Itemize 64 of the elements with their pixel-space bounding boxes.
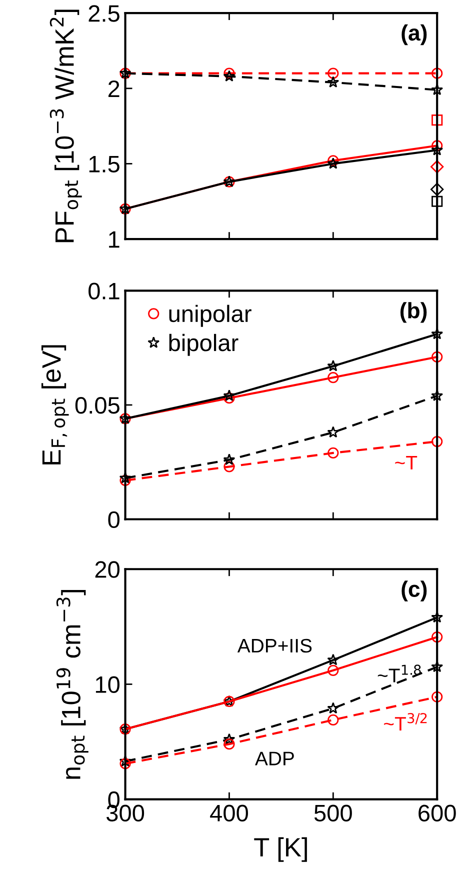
point [432, 436, 443, 448]
point [327, 157, 340, 169]
point [120, 758, 131, 770]
x-tick-label: 600 [418, 804, 456, 822]
annotation: ADP [254, 752, 294, 766]
point [431, 144, 444, 156]
point [120, 474, 131, 486]
point [432, 140, 443, 152]
point [432, 68, 443, 79]
point [223, 454, 236, 466]
y-tick-label: 1 [109, 231, 120, 248]
chart-title: (a) [402, 24, 427, 46]
point [431, 328, 444, 340]
point [431, 611, 444, 623]
point [430, 160, 444, 174]
point [328, 664, 339, 676]
chart-title: (c) [402, 580, 427, 602]
x-axis-title: T [K] [254, 837, 307, 862]
point [224, 68, 235, 79]
point [223, 733, 236, 745]
point [224, 738, 235, 750]
point [327, 702, 340, 714]
point [328, 714, 339, 726]
point [223, 70, 236, 82]
legend-label: unipolar [169, 304, 252, 327]
y-axis-title: n$_{opt}$ [10$^{19}$ cm$^{−3}$] [56, 590, 88, 779]
point [119, 755, 132, 767]
point [224, 392, 235, 404]
y-tick-label: 0.1 [88, 282, 120, 300]
point [432, 631, 443, 643]
point [431, 660, 444, 672]
y-tick-label: 0.05 [75, 397, 120, 414]
legend-label: bipolar [169, 334, 238, 356]
point [223, 390, 236, 402]
point [431, 84, 444, 96]
point [224, 461, 235, 472]
point [432, 114, 443, 126]
point [328, 155, 339, 166]
point [328, 68, 339, 79]
annotation: ~T [395, 456, 418, 470]
x-tick-label: 400 [210, 804, 248, 822]
point [327, 360, 340, 372]
point [432, 196, 443, 207]
point [432, 351, 443, 363]
point [327, 426, 340, 438]
point [327, 654, 340, 666]
y-tick-label: 2 [108, 80, 120, 97]
point [327, 76, 340, 88]
annotation: ~T$^{3/2}$ [384, 712, 427, 731]
y-tick-label: 20 [95, 561, 120, 578]
point [432, 691, 443, 702]
y-tick-label: 2.5 [88, 5, 120, 22]
point [328, 372, 339, 384]
annotation: ADP+IIS [237, 638, 312, 653]
y-tick-label: 1.5 [89, 156, 120, 173]
y-tick-label: 10 [96, 676, 120, 694]
point [430, 182, 444, 196]
y-tick-label: 0 [108, 511, 120, 528]
x-tick-label: 500 [314, 804, 352, 822]
y-axis-title: PF$_{opt}$ [10$^{−3}$ W/mK$^{2}$] [50, 10, 82, 242]
point [431, 390, 444, 402]
chart-title: (b) [400, 302, 427, 323]
y-axis-title: E$_{F,opt}$ [eV] [41, 345, 69, 464]
point [328, 447, 339, 459]
